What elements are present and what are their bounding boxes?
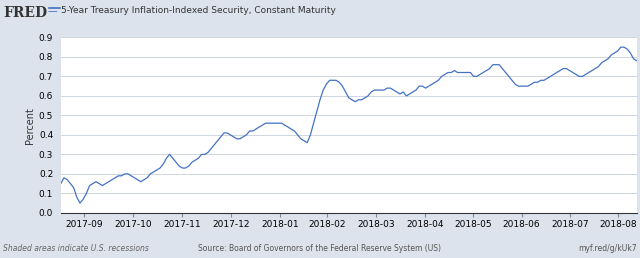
Text: myf.red/g/kUk7: myf.red/g/kUk7 — [578, 244, 637, 253]
Y-axis label: Percent: Percent — [24, 107, 35, 143]
Text: —: — — [48, 6, 58, 17]
Text: Source: Board of Governors of the Federal Reserve System (US): Source: Board of Governors of the Federa… — [198, 244, 442, 253]
Text: 5-Year Treasury Inflation-Indexed Security, Constant Maturity: 5-Year Treasury Inflation-Indexed Securi… — [61, 6, 335, 15]
Text: Shaded areas indicate U.S. recessions: Shaded areas indicate U.S. recessions — [3, 244, 149, 253]
Text: FRED: FRED — [3, 6, 47, 20]
